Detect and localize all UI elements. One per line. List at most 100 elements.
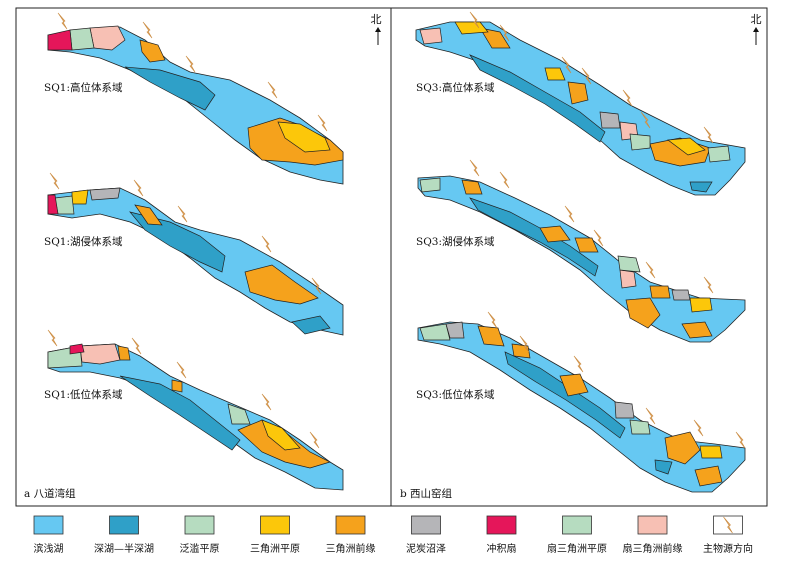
legend-item: 扇三角洲平原 xyxy=(547,515,607,555)
map-label: SQ1:低位体系域 xyxy=(44,388,123,401)
map-a1: SQ1:高位体系域 xyxy=(44,12,344,185)
legend-label: 扇三角洲前缘 xyxy=(623,542,683,555)
map-b3: SQ3:低位体系域 xyxy=(416,311,746,493)
legend-item: 扇三角洲前缘 xyxy=(623,515,683,555)
north-arrow-a: 北 xyxy=(371,13,382,45)
map-a3: SQ1:低位体系域 xyxy=(44,329,344,491)
panel-caption: b 西山窑组 xyxy=(400,487,453,500)
delta-front xyxy=(625,297,661,329)
fan-delta-plain xyxy=(629,133,651,151)
delta-front-small xyxy=(171,379,183,393)
panel-a: SQ1:高位体系域 SQ1:湖侵体系域 xyxy=(24,12,382,500)
map-label: SQ1:湖侵体系域 xyxy=(44,235,123,248)
peat-swamp xyxy=(89,187,121,201)
alluvial-fan xyxy=(69,343,85,355)
floodplain xyxy=(707,145,731,163)
legend-swatch xyxy=(33,515,64,535)
legend-item: 主物源方向 xyxy=(703,515,753,555)
map-label: SQ3:湖侵体系域 xyxy=(416,235,495,248)
legend-item: 三角洲平原 xyxy=(250,515,300,555)
map-label: SQ3:低位体系域 xyxy=(416,388,495,401)
delta-plain-mid xyxy=(544,67,566,81)
map-b1: SQ3:高位体系域 xyxy=(415,11,746,196)
delta-front-west xyxy=(117,345,131,361)
delta-plain xyxy=(699,445,723,459)
delta-front-north xyxy=(479,27,511,49)
lake-deep xyxy=(469,54,606,143)
lake-deep xyxy=(469,197,599,277)
map-label: SQ3:高位体系域 xyxy=(416,81,495,94)
legend-label: 三角洲平原 xyxy=(250,543,300,555)
legend-label: 滨浅湖 xyxy=(34,542,64,555)
delta-front-mid xyxy=(539,225,571,243)
delta-front xyxy=(244,264,319,305)
panel-caption: a 八道湾组 xyxy=(24,487,76,500)
delta-front-mid xyxy=(559,373,589,397)
legend-swatch xyxy=(411,515,441,535)
delta-front-small xyxy=(134,204,163,226)
fan-delta-front xyxy=(619,269,637,289)
lake-deep xyxy=(504,351,626,439)
delta-plain xyxy=(71,189,89,205)
fan-delta-front xyxy=(79,343,121,365)
delta-front-mid3 xyxy=(649,285,671,299)
map-label: SQ1:高位体系域 xyxy=(44,81,123,94)
delta-front-north xyxy=(477,325,505,347)
legend-item: 滨浅湖 xyxy=(33,515,64,555)
lake-deep-east xyxy=(654,459,673,475)
fan-delta-plain xyxy=(629,419,651,435)
legend: 滨浅湖 深湖—半深湖 泛滥平原 三角洲平原 三角洲前缘 泥炭沼泽 冲积扇 扇三角洲平原 扇三角洲… xyxy=(33,515,753,555)
panel-b: SQ3:高位体系域 SQ3:湖侵体系域 xyxy=(400,11,762,500)
peat-swamp xyxy=(599,111,621,129)
delta-plain xyxy=(667,137,706,156)
legend-label: 泛滥平原 xyxy=(180,542,220,555)
delta-front-small xyxy=(139,39,166,63)
delta-front-east xyxy=(694,465,723,487)
legend-item: 深湖—半深湖 xyxy=(94,515,154,555)
delta-front-north2 xyxy=(511,343,531,359)
delta-front xyxy=(664,431,701,465)
peat-swamp-west xyxy=(445,321,465,339)
delta-front-north xyxy=(461,179,483,195)
delta-plain-north xyxy=(454,21,489,35)
legend-label: 主物源方向 xyxy=(703,542,753,555)
delta-front-mid xyxy=(567,81,589,105)
legend-label: 扇三角洲平原 xyxy=(547,542,607,555)
legend-item: 泥炭沼泽 xyxy=(406,515,446,555)
map-a2: SQ1:湖侵体系域 xyxy=(44,172,344,336)
legend-swatch xyxy=(260,515,290,535)
lake-deep xyxy=(119,375,241,451)
legend-swatch xyxy=(713,515,743,535)
lake-deep xyxy=(129,211,226,273)
map-b2: SQ3:湖侵体系域 xyxy=(416,159,746,343)
legend-swatch xyxy=(109,515,139,535)
fan-delta-front-west xyxy=(419,27,443,45)
delta-plain xyxy=(277,121,331,153)
north-label: 北 xyxy=(751,13,762,26)
north-label: 北 xyxy=(371,13,382,26)
floodplain-west xyxy=(419,323,451,341)
legend-swatch xyxy=(335,515,366,535)
legend-swatch xyxy=(637,515,668,535)
north-arrow-b: 北 xyxy=(751,13,762,45)
legend-label: 三角洲前缘 xyxy=(326,542,376,555)
peat-swamp xyxy=(614,401,635,419)
lake-deep-east xyxy=(291,315,331,335)
fan-delta-plain xyxy=(617,255,641,273)
delta-plain xyxy=(261,419,301,451)
legend-swatch xyxy=(486,515,517,535)
alluvial-fan xyxy=(47,194,59,215)
lake-deep-east xyxy=(689,181,713,193)
legend-label: 深湖—半深湖 xyxy=(94,542,154,555)
legend-item: 冲积扇 xyxy=(486,515,517,555)
legend-label: 泥炭沼泽 xyxy=(406,542,446,555)
floodplain-east xyxy=(227,403,251,425)
delta-front-mid2 xyxy=(574,237,599,253)
legend-label: 冲积扇 xyxy=(487,542,517,555)
lake-deep xyxy=(124,66,216,111)
legend-item: 泛滥平原 xyxy=(180,515,220,555)
alluvial-fan xyxy=(47,29,73,51)
legend-swatch xyxy=(562,515,592,535)
delta-front-east xyxy=(681,321,713,339)
